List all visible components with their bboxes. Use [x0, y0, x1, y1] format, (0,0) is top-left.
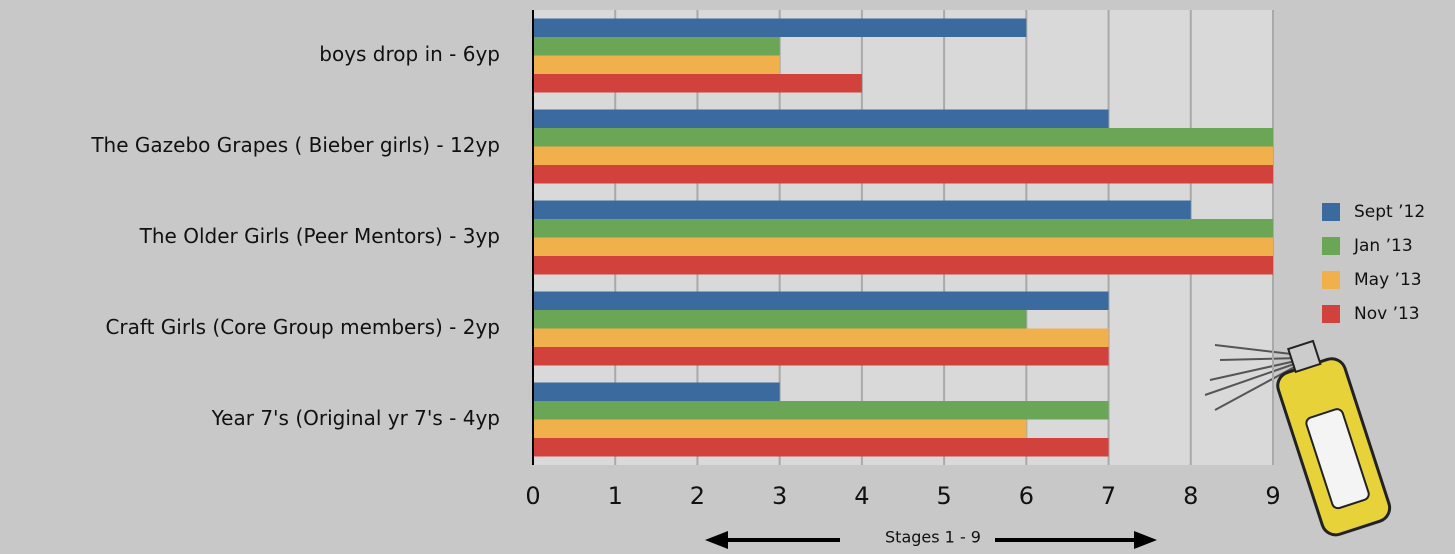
- x-tick-label: 6: [1019, 482, 1034, 510]
- legend-label: Jan ’13: [1353, 236, 1413, 256]
- legend-swatch: [1322, 203, 1340, 221]
- y-tick-label: The Gazebo Grapes ( Bieber girls) - 12yp: [90, 133, 500, 157]
- bar: [533, 37, 780, 56]
- bar: [533, 128, 1273, 147]
- y-tick-label: Year 7's (Original yr 7's - 4yp: [211, 406, 500, 430]
- bar: [533, 438, 1109, 457]
- arrows: [705, 531, 1157, 549]
- bar: [533, 200, 1191, 219]
- bar: [533, 109, 1109, 128]
- x-tick-label: 4: [854, 482, 869, 510]
- legend-swatch: [1322, 237, 1340, 255]
- x-tick-label: 2: [690, 482, 705, 510]
- bar: [533, 219, 1273, 238]
- legend-label: Nov ’13: [1354, 304, 1420, 324]
- bar: [533, 55, 780, 74]
- bar: [533, 18, 1027, 37]
- x-tick-label: 8: [1183, 482, 1198, 510]
- bar: [533, 291, 1109, 310]
- bar: [533, 165, 1273, 184]
- x-tick-label: 0: [525, 482, 540, 510]
- x-tick-label: 5: [936, 482, 951, 510]
- x-tick-label: 1: [608, 482, 623, 510]
- bar: [533, 146, 1273, 165]
- x-tick-label: 9: [1265, 482, 1280, 510]
- bar: [533, 310, 1027, 329]
- bar: [533, 347, 1109, 366]
- x-tick-label: 3: [772, 482, 787, 510]
- y-tick-label: boys drop in - 6yp: [319, 42, 500, 66]
- bar: [533, 237, 1273, 256]
- bar: [533, 419, 1027, 438]
- legend-swatch: [1322, 305, 1340, 323]
- y-tick-label: Craft Girls (Core Group members) - 2yp: [105, 315, 500, 339]
- bar: [533, 328, 1109, 347]
- x-tick-label: 7: [1101, 482, 1116, 510]
- legend-swatch: [1322, 271, 1340, 289]
- bar: [533, 401, 1109, 420]
- spray-can-icon: [1204, 339, 1392, 537]
- bar: [533, 74, 862, 93]
- bar: [533, 256, 1273, 275]
- x-axis-label: Stages 1 - 9: [885, 528, 981, 547]
- legend-label: May ’13: [1354, 270, 1422, 290]
- legend-label: Sept ’12: [1354, 202, 1425, 222]
- bar: [533, 382, 780, 401]
- y-tick-label: The Older Girls (Peer Mentors) - 3yp: [139, 224, 500, 248]
